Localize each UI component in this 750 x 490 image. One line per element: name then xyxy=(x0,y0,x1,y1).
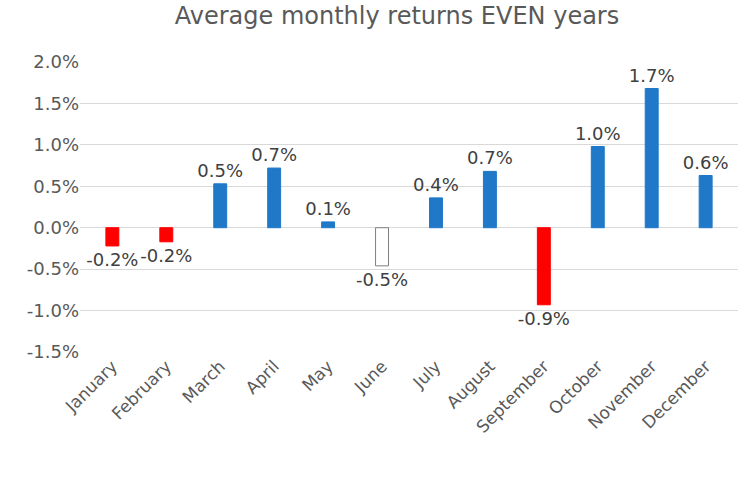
svg-text:0.5%: 0.5% xyxy=(197,160,243,181)
svg-text:1.0%: 1.0% xyxy=(575,123,621,144)
svg-text:0.7%: 0.7% xyxy=(467,147,513,168)
svg-text:-0.5%: -0.5% xyxy=(356,269,408,290)
svg-text:0.4%: 0.4% xyxy=(413,174,459,195)
svg-text:0.5%: 0.5% xyxy=(33,176,79,197)
svg-text:0.6%: 0.6% xyxy=(683,152,729,173)
svg-text:August: August xyxy=(443,356,499,412)
svg-text:-1.0%: -1.0% xyxy=(27,300,79,321)
svg-text:1.5%: 1.5% xyxy=(33,93,79,114)
svg-text:-0.9%: -0.9% xyxy=(518,308,570,329)
svg-text:October: October xyxy=(544,356,606,418)
svg-text:2.0%: 2.0% xyxy=(33,51,79,72)
svg-text:February: February xyxy=(108,356,175,423)
svg-text:-0.5%: -0.5% xyxy=(27,258,79,279)
svg-text:1.7%: 1.7% xyxy=(629,65,675,86)
svg-text:-0.2%: -0.2% xyxy=(140,245,192,266)
svg-text:1.0%: 1.0% xyxy=(33,134,79,155)
svg-text:September: September xyxy=(472,356,553,437)
svg-text:November: November xyxy=(584,356,661,433)
svg-text:0.7%: 0.7% xyxy=(251,144,297,165)
svg-text:July: July xyxy=(408,356,444,392)
svg-text:-0.2%: -0.2% xyxy=(86,249,138,270)
svg-text:Average monthly returns EVEN y: Average monthly returns EVEN years xyxy=(175,2,619,30)
svg-text:June: June xyxy=(350,356,391,397)
svg-text:0.0%: 0.0% xyxy=(33,217,79,238)
svg-text:0.1%: 0.1% xyxy=(305,198,351,219)
svg-text:-1.5%: -1.5% xyxy=(27,341,79,362)
svg-text:January: January xyxy=(61,356,121,416)
svg-text:May: May xyxy=(298,356,337,395)
svg-text:December: December xyxy=(638,356,714,432)
svg-text:April: April xyxy=(241,356,283,398)
svg-text:March: March xyxy=(178,356,229,407)
